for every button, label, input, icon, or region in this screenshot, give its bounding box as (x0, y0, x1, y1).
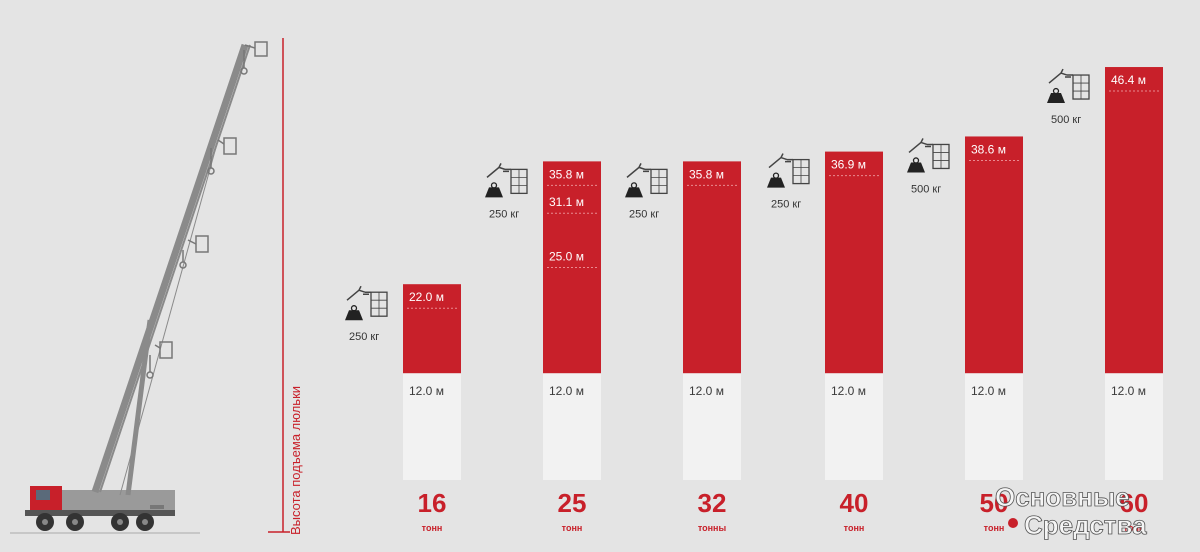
capacity-label: 500 кг (911, 183, 941, 195)
basket-grid-icon (1073, 75, 1089, 100)
tonnage-value: 40 (840, 488, 869, 518)
vertical-axis-label: Высота подъема люльки (288, 386, 303, 535)
weight-ring-icon (490, 182, 498, 189)
capacity-label: 500 кг (1051, 114, 1081, 126)
weight-ring-icon (772, 172, 780, 179)
bar-base-50 (965, 373, 1023, 480)
bar-top-60 (1105, 67, 1163, 374)
weight-ring-icon (1052, 87, 1060, 95)
bar-base-label: 12.0 м (409, 384, 444, 398)
tonnage-unit: тонн (984, 523, 1005, 533)
tonnage-unit: тонны (698, 523, 727, 533)
tonnage-unit: тонн (422, 523, 443, 533)
capacity-label: 250 кг (349, 331, 379, 343)
tonnage-value: 50 (980, 488, 1009, 518)
bar-base-label: 12.0 м (971, 384, 1006, 398)
basket-grid-icon (371, 292, 387, 317)
bar-base-label: 12.0 м (689, 384, 724, 398)
bar-top-40 (825, 151, 883, 374)
basket-grid-icon (651, 169, 667, 194)
platform-icon (1047, 68, 1090, 104)
bar-base-16 (403, 373, 461, 480)
boom-arm-icon (626, 163, 651, 178)
brand-logo: Основные Средства (995, 482, 1148, 541)
bar-top-label: 35.8 м (549, 167, 584, 181)
tonnage-value: 25 (558, 488, 587, 518)
basket-grid-icon (793, 159, 809, 184)
bar-top-label: 22.0 м (409, 290, 444, 304)
basket-grid-icon (511, 169, 527, 194)
bar-top-label: 46.4 м (1111, 73, 1146, 87)
bar-top-label: 36.9 м (831, 158, 866, 172)
brand-line2: Средства (1024, 510, 1147, 540)
bar-top-16 (403, 284, 461, 374)
bar-base-25 (543, 373, 601, 480)
tonnage-unit: тонн (1124, 523, 1145, 533)
weight-ring-icon (912, 157, 920, 164)
bar-top-label: 35.8 м (689, 167, 724, 181)
platform-icon (907, 138, 950, 173)
boom-arm-icon (768, 153, 793, 169)
bar-mark-label: 25.0 м (549, 250, 584, 264)
weight-icon (345, 310, 363, 321)
bar-base-label: 12.0 м (1111, 384, 1146, 398)
weight-icon (907, 162, 925, 173)
bar-base-40 (825, 373, 883, 480)
bar-base-label: 12.0 м (831, 384, 866, 398)
weight-icon (1047, 93, 1065, 104)
bar-base-32 (683, 373, 741, 480)
tonnage-value: 60 (1120, 488, 1149, 518)
boom-arm-icon (346, 285, 371, 301)
bar-base-label: 12.0 м (549, 384, 584, 398)
platform-icon (625, 163, 668, 198)
tonnage-unit: тонн (844, 523, 865, 533)
capacity-label: 250 кг (629, 208, 659, 220)
platform-icon (345, 285, 388, 321)
boom-arm-icon (908, 138, 933, 154)
boom-arm-icon (486, 163, 511, 178)
capacity-label: 250 кг (771, 199, 801, 211)
basket-grid-icon (933, 144, 949, 169)
brand-line1: Основные (995, 482, 1130, 512)
bars-group: 22.0 м 12.0 м 250 кг 16 тонн 35.8 м 31.1 м 25.0… (345, 67, 1163, 533)
platform-icon (485, 163, 528, 198)
crane-illustration (10, 38, 290, 534)
capacity-label: 250 кг (489, 208, 519, 220)
bar-top-50 (965, 136, 1023, 374)
weight-icon (625, 187, 643, 198)
bar-top-32 (683, 161, 741, 374)
weight-icon (485, 187, 503, 198)
weight-ring-icon (350, 305, 358, 312)
weight-ring-icon (630, 182, 638, 189)
tonnage-value: 16 (418, 488, 447, 518)
bar-base-60 (1105, 373, 1163, 480)
platform-icon (767, 153, 810, 188)
weight-icon (767, 177, 785, 188)
tonnage-value: 32 (698, 488, 727, 518)
tonnage-unit: тонн (562, 523, 583, 533)
boom-arm-icon (1048, 68, 1073, 84)
bar-mark-label: 31.1 м (549, 195, 584, 209)
bar-top-label: 38.6 м (971, 142, 1006, 156)
